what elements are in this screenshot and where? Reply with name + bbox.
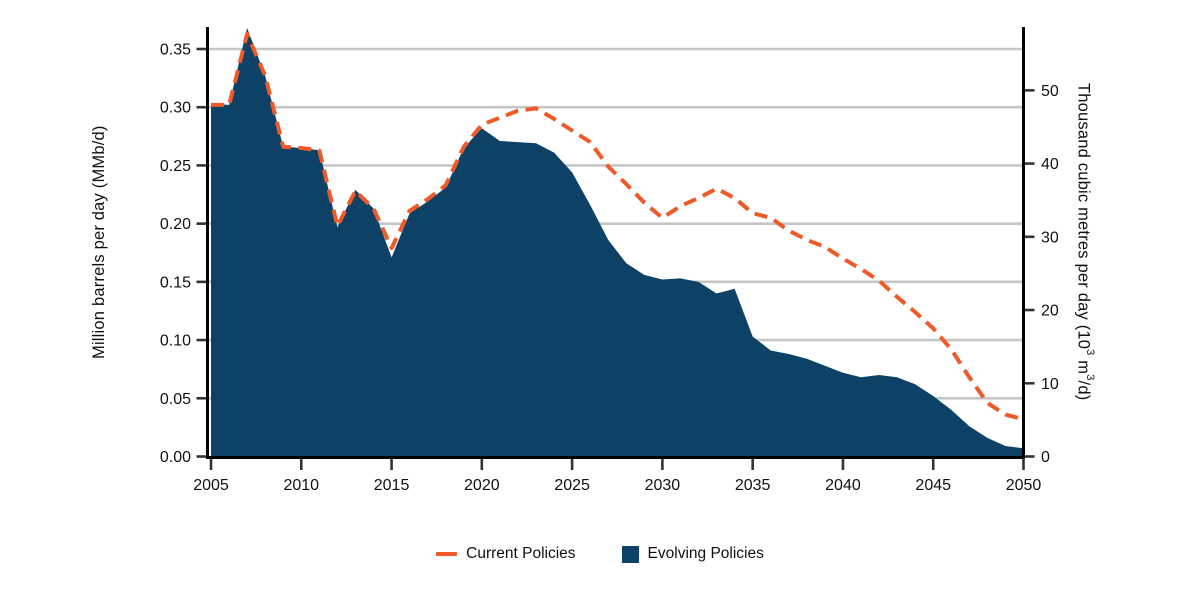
tick-label: 2040 <box>825 477 861 494</box>
chart-legend: Current Policies Evolving Policies <box>0 545 1200 563</box>
right-axis-title-sup: 3 <box>1084 374 1096 381</box>
left-axis-ticks: 0.00 0.05 0.10 0.15 0.20 0.25 0.30 0.35 <box>160 41 206 466</box>
evolving-policies-square-icon <box>621 545 639 563</box>
right-axis-ticks: 0 10 20 30 40 50 <box>1025 83 1059 466</box>
current-policies-dash-icon <box>436 551 458 557</box>
tick-label: 0.35 <box>160 41 191 58</box>
tick-label: 0.25 <box>160 158 191 175</box>
tick-label: 2045 <box>915 477 951 494</box>
tick-label: 50 <box>1041 83 1059 100</box>
tick-label: 2010 <box>283 477 319 494</box>
right-axis-title-text: /d) <box>1074 380 1093 401</box>
tick-label: 0 <box>1041 449 1050 466</box>
right-axis-title-text: m <box>1074 355 1093 375</box>
tick-label: 0.15 <box>160 274 191 291</box>
tick-label: 20 <box>1041 303 1059 320</box>
tick-label: 0.30 <box>160 100 191 117</box>
tick-label: 0.05 <box>160 391 191 408</box>
tick-label: 2015 <box>374 477 410 494</box>
tick-label: 0.00 <box>160 449 191 466</box>
tick-label: 2035 <box>735 477 771 494</box>
tick-label: 2030 <box>645 477 681 494</box>
right-axis-title-sup: 3 <box>1084 349 1096 356</box>
evolving-policies-area <box>211 28 1024 457</box>
tick-label: 30 <box>1041 229 1059 246</box>
tick-label: 2005 <box>193 477 229 494</box>
legend-label: Evolving Policies <box>647 545 764 562</box>
legend-item-evolving-policies: Evolving Policies <box>621 545 764 563</box>
tick-label: 0.20 <box>160 216 191 233</box>
tick-label: 2020 <box>464 477 500 494</box>
tick-label: 40 <box>1041 156 1059 173</box>
current-policies-line <box>211 31 1024 422</box>
right-axis-title-text: Thousand cubic metres per day (10 <box>1074 83 1093 350</box>
tick-label: 0.10 <box>160 333 191 350</box>
tick-label: 2050 <box>1006 477 1042 494</box>
right-axis-title: Thousand cubic metres per day (103 m3/d) <box>1070 27 1097 457</box>
axis-lines <box>206 27 1025 459</box>
legend-label: Current Policies <box>466 545 576 562</box>
left-axis-title: Million barrels per day (MMb/d) <box>90 125 108 359</box>
tick-label: 2025 <box>554 477 590 494</box>
x-axis-ticks: 2005 2010 2015 2020 2025 2030 2035 2040 2045 2050 <box>193 459 1041 494</box>
tick-label: 10 <box>1041 376 1059 393</box>
legend-item-current-policies: Current Policies <box>436 545 576 563</box>
